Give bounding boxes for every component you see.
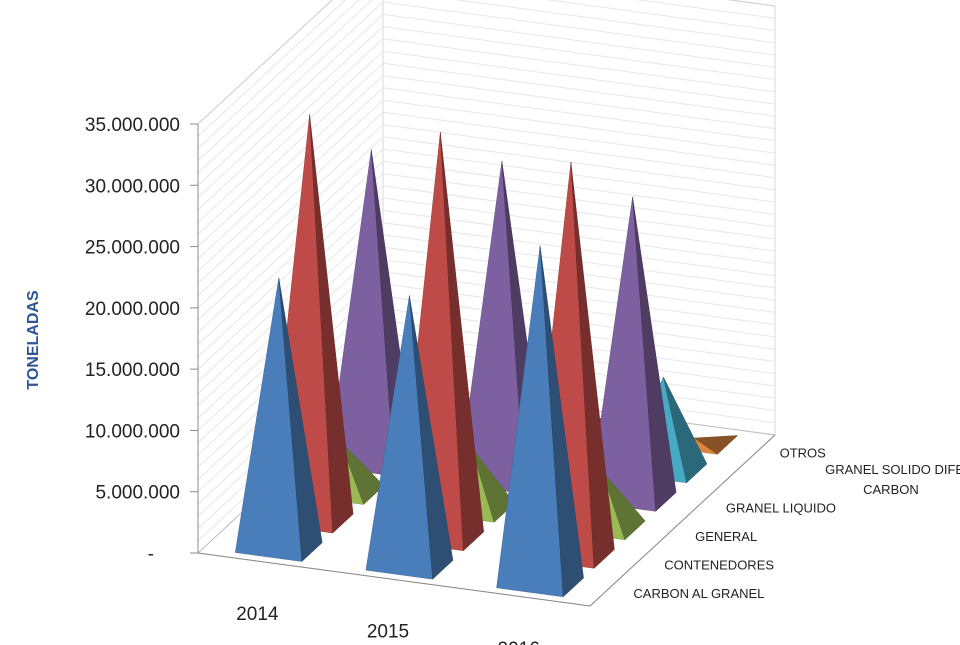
- pyramid-mark: [365, 295, 454, 580]
- pyramid-face-side: [693, 435, 739, 455]
- gridline: [197, 50, 776, 223]
- pyramid-face-side: [440, 132, 484, 552]
- gridline: [197, 111, 776, 284]
- gridline: [197, 99, 776, 272]
- depth-axis-ticks: CARBON AL GRANEL CONTENEDORES GENERAL GRANE…: [633, 445, 960, 601]
- y-tick-label: 15.000.000: [85, 360, 180, 381]
- depth-tick-label: GRANEL SOLIDO DIFER. DECARBON: [825, 462, 960, 497]
- y-tick-label: 10.000.000: [85, 421, 180, 442]
- pyramid-face-side: [570, 162, 615, 569]
- depth-tick-label: OTROS: [780, 445, 827, 460]
- y-axis-ticks: - 5.000.000 10.000.000 15.000.000 20.000.000…: [85, 115, 198, 565]
- gridline: [197, 0, 776, 149]
- pyramid-face-side: [309, 114, 354, 534]
- depth-tick-label: GENERAL: [695, 529, 757, 544]
- gridline: [197, 160, 776, 333]
- gridline: [197, 13, 776, 186]
- gridline: [197, 75, 776, 247]
- pyramid-face-side: [409, 295, 454, 580]
- gridline: [197, 136, 776, 309]
- pyramid-face-side: [470, 446, 515, 523]
- pyramid-mark: [496, 245, 584, 598]
- pyramid-face-side: [340, 441, 385, 505]
- gridline: [197, 25, 776, 198]
- gridline: [197, 124, 776, 296]
- gridline: [197, 0, 776, 137]
- depth-axis-line: [589, 434, 776, 607]
- gridline: [197, 148, 776, 321]
- gridline: [197, 197, 776, 370]
- y-tick-label: 35.000.000: [85, 115, 180, 136]
- gridline: [197, 222, 776, 395]
- gridline: [197, 38, 776, 211]
- x-tick-label: 2016: [498, 639, 540, 645]
- gridline: [197, 0, 776, 125]
- x-axis-line: [197, 552, 591, 607]
- depth-tick-label: CONTENEDORES: [664, 557, 774, 572]
- gridline: [197, 87, 776, 260]
- pyramid-face-side: [278, 277, 323, 563]
- y-tick-label: 5.000.000: [95, 483, 180, 504]
- data-marks: [235, 114, 739, 598]
- pyramid-face-side: [663, 376, 708, 484]
- x-tick-label: 2015: [367, 622, 409, 643]
- gridline: [197, 1, 776, 174]
- y-tick-label: 25.000.000: [85, 238, 180, 259]
- gridline: [197, 173, 776, 345]
- depth-tick-label: GRANEL LIQUIDO: [726, 500, 836, 515]
- x-axis-ticks: 2014 2015 2016: [236, 604, 540, 645]
- y-tick-label: 30.000.000: [85, 176, 180, 197]
- pyramid-face-side: [601, 470, 646, 541]
- y-tick-label: 20.000.000: [85, 299, 180, 320]
- gridline: [197, 0, 776, 162]
- pyramid-mark: [235, 277, 323, 563]
- pyramid-face-side: [539, 245, 584, 598]
- x-tick-label: 2014: [236, 604, 279, 625]
- gridline: [197, 209, 776, 382]
- gridline: [197, 62, 776, 235]
- gridline: [197, 185, 776, 358]
- y-axis-title: TONELADAS: [25, 290, 42, 390]
- pyramid-face-side: [632, 197, 677, 512]
- depth-tick-label: CARBON AL GRANEL: [633, 586, 764, 601]
- y-tick-label: -: [148, 544, 154, 565]
